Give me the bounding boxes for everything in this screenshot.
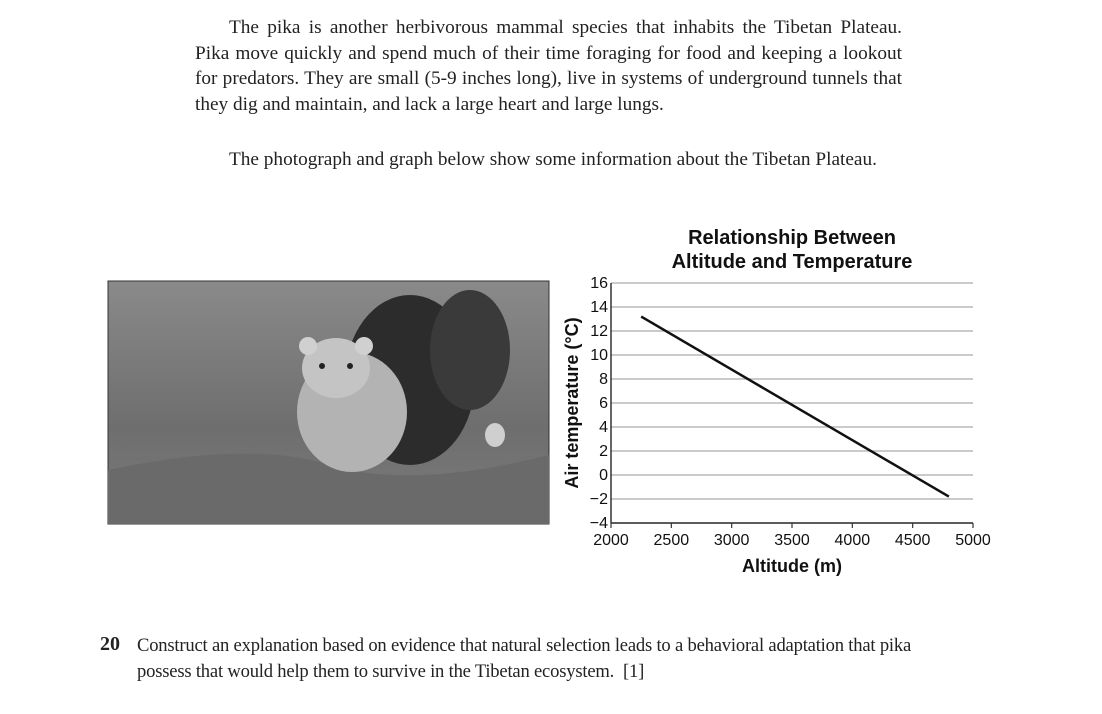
y-tick-label: 16 <box>590 275 608 292</box>
x-tick-label: 2500 <box>654 532 690 549</box>
question-body: Construct an explanation based on eviden… <box>137 635 912 682</box>
y-tick-label: 6 <box>599 395 608 412</box>
y-tick-label: 0 <box>599 467 608 484</box>
x-tick-label: 3000 <box>714 532 750 549</box>
chart-title: Relationship Between Altitude and Temper… <box>671 227 913 273</box>
x-axis-label: Altitude (m) <box>742 556 842 576</box>
x-tick-label: 4000 <box>835 532 871 549</box>
y-tick-label: 2 <box>599 443 608 460</box>
photograph <box>107 280 550 525</box>
y-axis-label: Air temperature (°C) <box>562 317 582 488</box>
y-tick-label: 8 <box>599 371 608 388</box>
paragraph: The photograph and graph below show some… <box>229 149 877 170</box>
question-text: Construct an explanation based on eviden… <box>137 633 967 685</box>
y-tick-label: 4 <box>599 419 608 436</box>
x-tick-label: 3500 <box>774 532 810 549</box>
y-tick-label: −4 <box>590 515 608 532</box>
data-line <box>640 315 950 498</box>
x-tick-label: 5000 <box>955 532 991 549</box>
y-tick-label: 14 <box>590 299 608 316</box>
y-tick-label: 10 <box>590 347 608 364</box>
y-tick-label: −2 <box>590 491 608 508</box>
x-tick-label: 4500 <box>895 532 931 549</box>
y-tick-label: 12 <box>590 323 608 340</box>
x-tick-label: 2000 <box>593 532 629 549</box>
paragraph: The pika is another herbivorous mammal s… <box>195 17 902 115</box>
question-points: [1] <box>623 661 645 682</box>
question-number: 20 <box>100 633 120 655</box>
